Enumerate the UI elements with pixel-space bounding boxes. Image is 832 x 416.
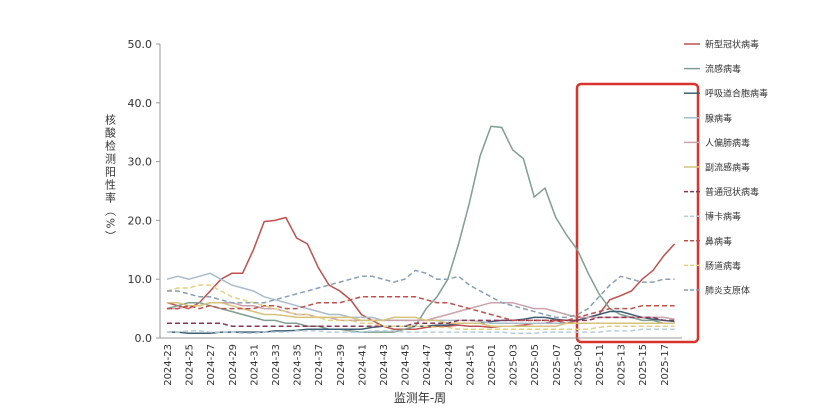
y-tick-label: 40.0 <box>128 97 153 110</box>
x-tick-label: 2024-47 <box>422 344 433 386</box>
legend-label: 副流感病毒 <box>705 162 750 174</box>
x-tick-label: 2025-01 <box>487 344 498 386</box>
x-tick-label: 2025-05 <box>530 344 541 386</box>
x-tick-label: 2024-39 <box>336 344 347 386</box>
x-tick-label: 2024-49 <box>444 344 455 386</box>
y-tick-label: 10.0 <box>128 273 153 286</box>
series-line <box>167 301 675 327</box>
x-tick-label: 2024-37 <box>314 344 325 386</box>
y-tick-label: 30.0 <box>128 156 153 169</box>
x-tick-label: 2024-33 <box>271 344 282 386</box>
x-tick-label: 2025-15 <box>638 344 649 386</box>
x-tick-label: 2025-03 <box>509 344 520 386</box>
y-axis-label: 核酸检测阳性率（%） <box>104 113 117 244</box>
series-line <box>167 301 675 322</box>
x-tick-label: 2024-43 <box>379 344 390 386</box>
y-tick-label: 0.0 <box>135 332 153 345</box>
x-tick-label: 2025-09 <box>573 344 584 386</box>
x-tick-label: 2024-29 <box>228 344 239 386</box>
legend-label: 普通冠状病毒 <box>705 186 759 198</box>
x-tick-label: 2024-45 <box>401 344 412 386</box>
x-tick-label: 2024-27 <box>206 344 217 386</box>
series-line <box>167 296 675 322</box>
legend-label: 呼吸道合胞病毒 <box>705 88 768 100</box>
legend-label: 腺病毒 <box>705 112 732 124</box>
legend-label: 流感病毒 <box>705 63 741 75</box>
x-tick-label: 2025-11 <box>595 344 606 386</box>
x-tick-label: 2024-31 <box>249 344 260 386</box>
series-line <box>167 328 675 335</box>
series-line <box>166 284 675 330</box>
x-tick-label: 2025-07 <box>552 344 563 386</box>
legend-label: 新型冠状病毒 <box>705 39 759 51</box>
legend-label: 博卡病毒 <box>705 211 741 223</box>
series-line <box>166 216 676 330</box>
legend-label: 肺炎支原体 <box>705 285 750 297</box>
x-tick-label: 2025-17 <box>660 344 671 386</box>
legend-label: 肠道病毒 <box>705 260 741 272</box>
x-tick-label: 2024-41 <box>357 344 368 386</box>
series-line <box>166 125 675 333</box>
series-line <box>167 316 675 327</box>
y-tick-label: 20.0 <box>128 214 153 227</box>
x-tick-label: 2025-13 <box>617 344 628 386</box>
x-tick-label: 2024-23 <box>163 344 174 386</box>
legend-label: 人偏肺病毒 <box>705 137 750 149</box>
x-tick-label: 2024-51 <box>465 344 476 386</box>
y-tick-label: 50.0 <box>128 38 153 51</box>
legend-label: 鼻病毒 <box>705 235 732 247</box>
highlight-box <box>575 82 700 344</box>
x-axis-label: 监测年-周 <box>394 391 446 405</box>
x-tick-label: 2024-35 <box>293 344 304 386</box>
x-tick-label: 2024-25 <box>185 344 196 386</box>
